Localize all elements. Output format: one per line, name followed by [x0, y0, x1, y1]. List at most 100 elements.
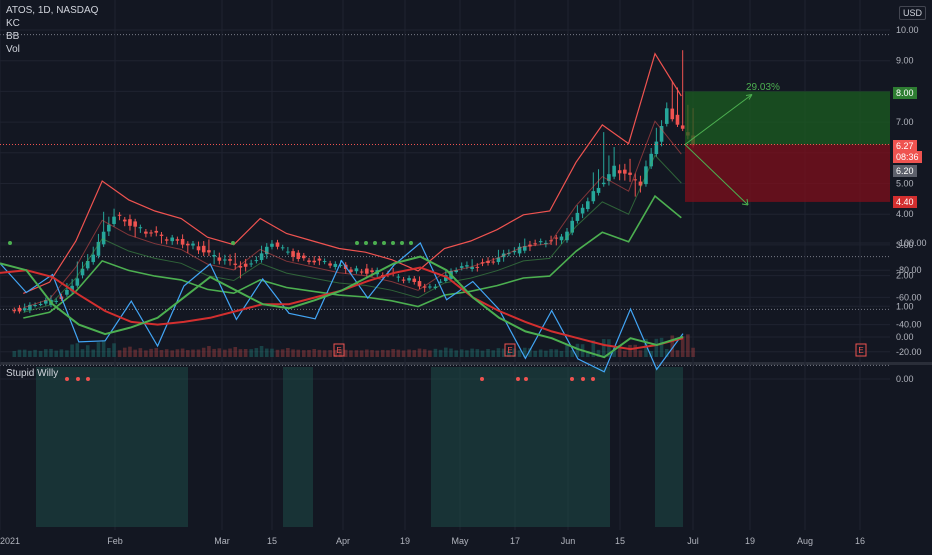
volume-bar — [617, 345, 622, 357]
candle-body — [286, 251, 290, 253]
indicator-kc[interactable]: KC — [6, 18, 20, 29]
price-tick-label: 3.00 — [896, 240, 914, 250]
volume-bar — [422, 349, 427, 357]
volume-bar — [575, 343, 580, 357]
candle-body — [459, 266, 464, 268]
volume-bar — [307, 349, 311, 357]
candle-body — [565, 231, 569, 241]
volume-bar — [465, 350, 469, 357]
candle-body — [670, 108, 675, 120]
volume-bar — [207, 346, 211, 357]
candle-body — [186, 243, 190, 246]
volume-bar — [480, 350, 485, 357]
candle-body — [280, 247, 285, 249]
volume-bar — [128, 346, 132, 357]
oscillator-title[interactable]: Stupid Willy — [6, 368, 59, 379]
osc-tick-label: -100.00 — [896, 238, 927, 248]
candle-body — [654, 141, 659, 155]
candle-body — [333, 263, 338, 267]
candle-body — [675, 114, 680, 125]
candle-body — [38, 304, 43, 306]
volume-bar — [343, 349, 348, 357]
symbol-title[interactable]: ATOS, 1D, NASDAQ — [6, 5, 99, 16]
osc-zone — [431, 367, 610, 527]
target-arrowhead — [745, 93, 753, 100]
price-tick-label: 4.00 — [896, 209, 914, 219]
volume-bar — [412, 350, 417, 357]
volume-bar — [596, 349, 601, 357]
indicator-bb[interactable]: BB — [6, 31, 20, 42]
volume-bar — [554, 349, 559, 357]
osc-zone — [655, 367, 683, 527]
volume-bar — [612, 350, 616, 357]
volume-bar — [22, 349, 27, 357]
candle-body — [233, 263, 238, 265]
candle-body — [112, 216, 116, 224]
volume-bar — [391, 349, 395, 357]
candle-body — [328, 263, 332, 266]
candle-body — [28, 304, 32, 310]
volume-bar — [533, 350, 537, 357]
volume-bar — [549, 349, 553, 357]
candle-body — [80, 268, 85, 276]
volume-bar — [217, 348, 222, 357]
osc-oversold-dot — [364, 241, 368, 245]
candle-body — [680, 125, 685, 129]
volume-bar — [44, 349, 48, 357]
candle-body — [470, 266, 474, 270]
target-price-label: 8.00 — [893, 87, 917, 99]
target-arrow — [684, 94, 753, 145]
osc-oversold-dot — [391, 241, 395, 245]
stop-zone — [685, 144, 890, 202]
volume-bar — [428, 350, 432, 357]
volume-bar — [264, 348, 269, 357]
target-zone — [685, 91, 890, 145]
price-tick-label: 5.00 — [896, 179, 914, 189]
candle-body — [338, 264, 343, 266]
candle-body — [154, 230, 159, 233]
volume-bar — [486, 348, 490, 357]
volume-bar — [270, 348, 274, 357]
currency-button[interactable]: USD — [898, 6, 926, 20]
osc-overbought-dot — [480, 377, 484, 381]
volume-bar — [628, 344, 632, 357]
candle-body — [159, 234, 164, 236]
time-tick-label: Apr — [336, 536, 350, 546]
candle-body — [486, 260, 490, 263]
volume-bar — [101, 340, 106, 357]
time-tick-label: Jun — [561, 536, 576, 546]
candle-body — [475, 266, 480, 268]
candle-body — [365, 268, 369, 274]
price-tick-label: 2.00 — [896, 271, 914, 281]
volume-bar — [444, 347, 448, 357]
candle-body — [401, 279, 406, 281]
volume-bar — [396, 349, 401, 357]
candle-body — [164, 239, 169, 241]
price-tick-label: 7.00 — [896, 117, 914, 127]
candle-body — [444, 275, 448, 282]
candle-body — [101, 231, 106, 245]
candle-body — [422, 286, 427, 288]
volume-bar — [565, 344, 569, 357]
volume-bar — [80, 349, 85, 357]
candle-body — [249, 263, 253, 265]
volume-bar — [254, 348, 259, 357]
osc-oversold-dot — [382, 241, 386, 245]
volume-bar — [522, 347, 527, 357]
position-percent-label: 29.03% — [746, 82, 780, 93]
countdown-label: 08:36 — [893, 151, 922, 163]
osc-oversold-dot — [400, 241, 404, 245]
volume-bar — [186, 350, 190, 357]
candle-body — [649, 153, 653, 167]
volume-bar — [691, 347, 695, 357]
volume-bar — [112, 343, 116, 357]
candle-body — [633, 179, 638, 181]
candle-body — [170, 237, 174, 242]
indicator-vol[interactable]: Vol — [6, 44, 20, 55]
volume-bar — [291, 349, 295, 357]
candle-body — [275, 242, 280, 247]
keltner-upper-line — [23, 52, 682, 294]
candle-body — [354, 268, 359, 272]
